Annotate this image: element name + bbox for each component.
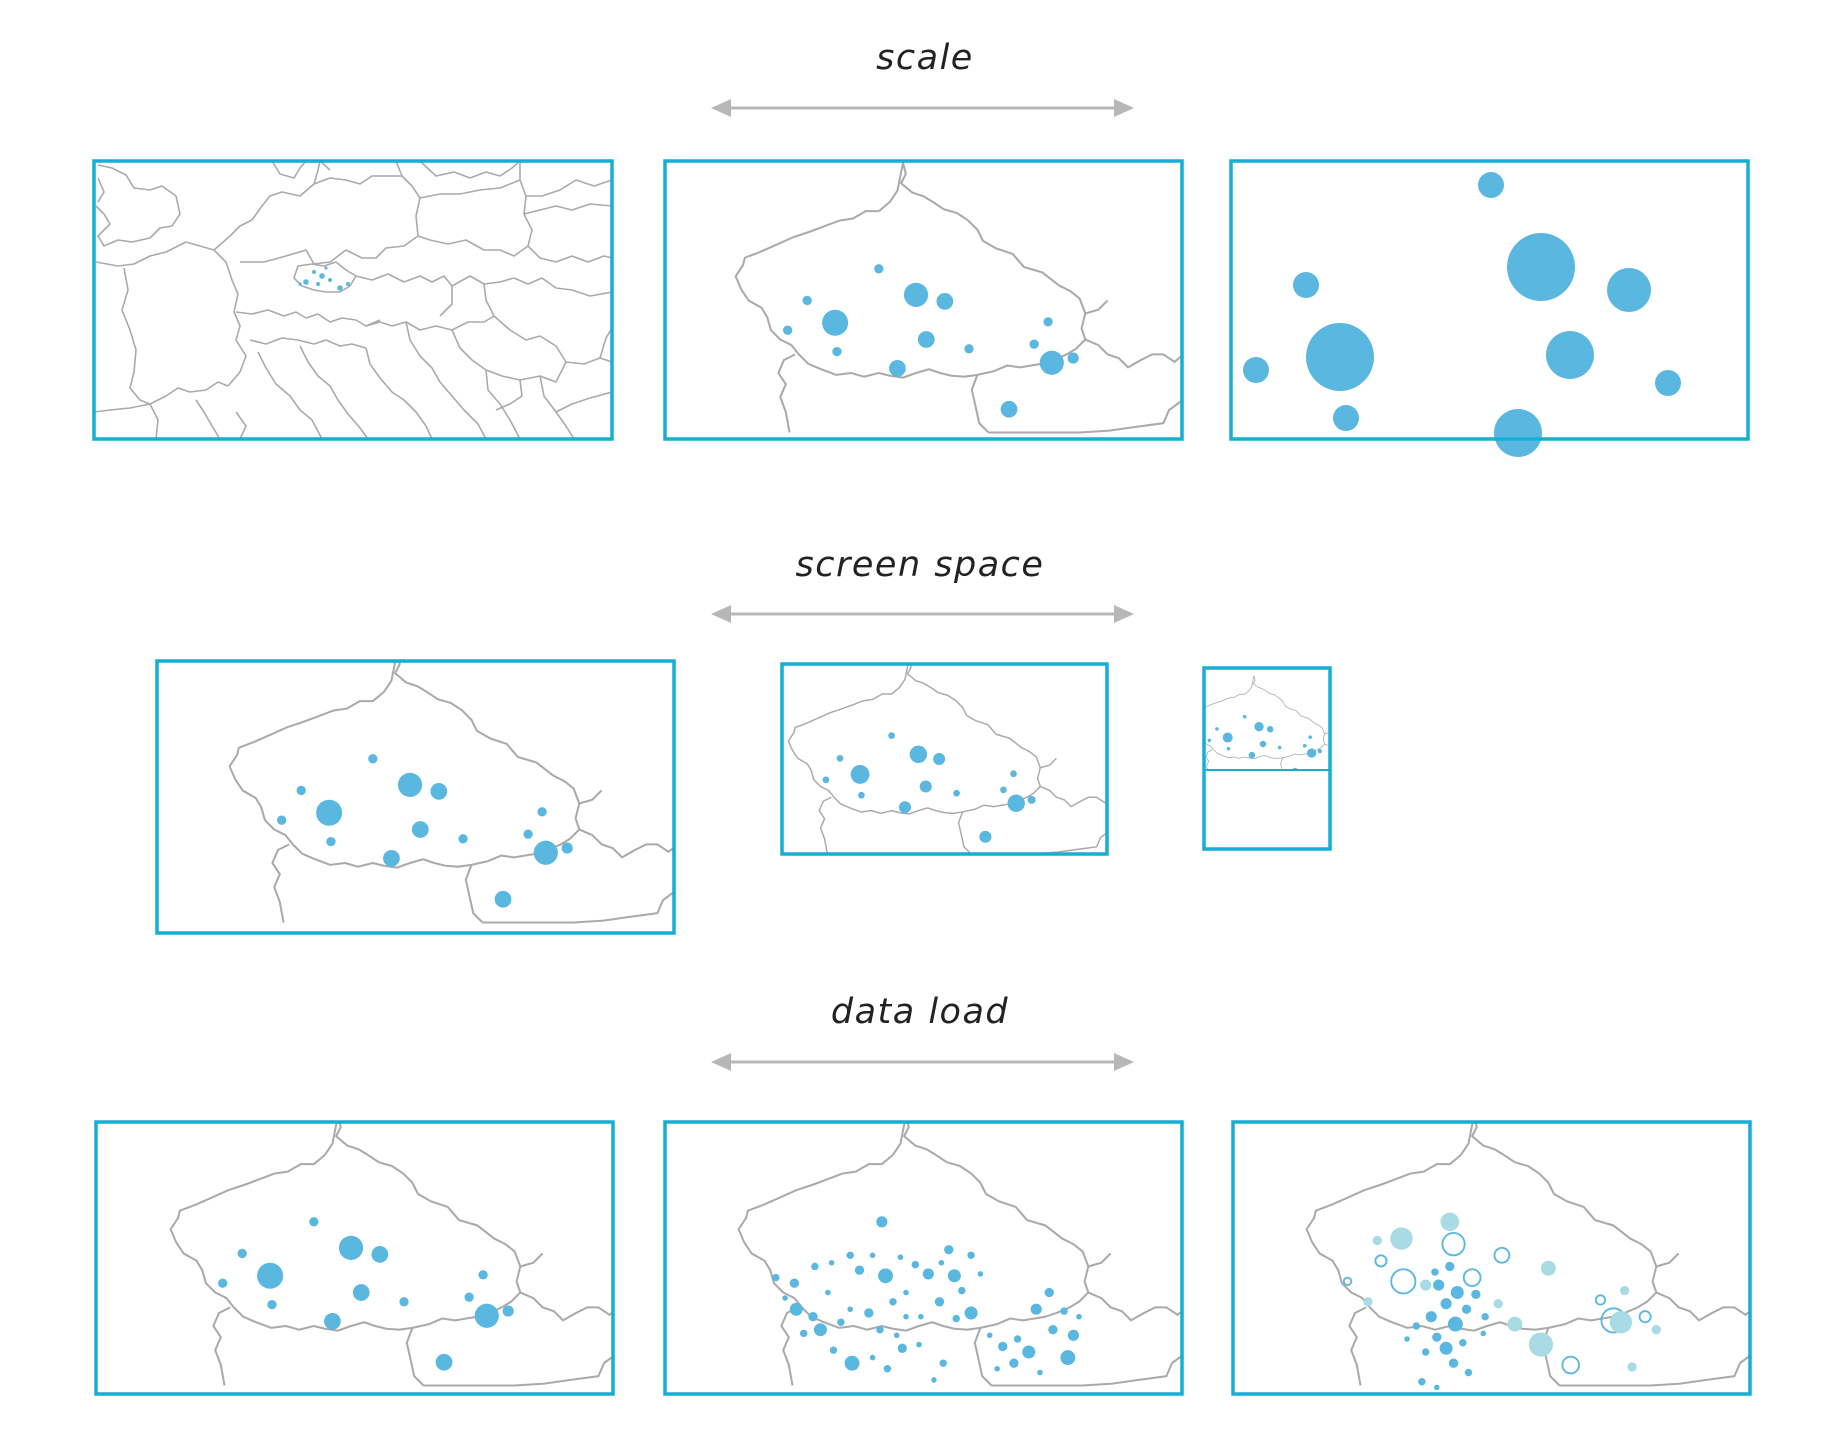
panel-screen-small (1202, 666, 1332, 851)
double-arrow-icon (711, 99, 1134, 117)
title-screen-space: screen space (795, 545, 1045, 585)
panel-scale-czechia (663, 159, 1184, 441)
panel-scale-zoomed (1229, 159, 1750, 457)
panel-scale-europe (92, 159, 614, 441)
panel-data-mixed (1231, 1120, 1752, 1396)
panel-data-dense (663, 1120, 1184, 1396)
panel-screen-large (155, 659, 676, 935)
double-arrow-icon (711, 1053, 1134, 1071)
title-data-load: data load (830, 992, 1010, 1032)
panel-screen-medium (780, 662, 1109, 856)
title-scale: scale (876, 38, 974, 78)
panel-data-low (94, 1120, 615, 1396)
double-arrow-icon (711, 605, 1134, 623)
